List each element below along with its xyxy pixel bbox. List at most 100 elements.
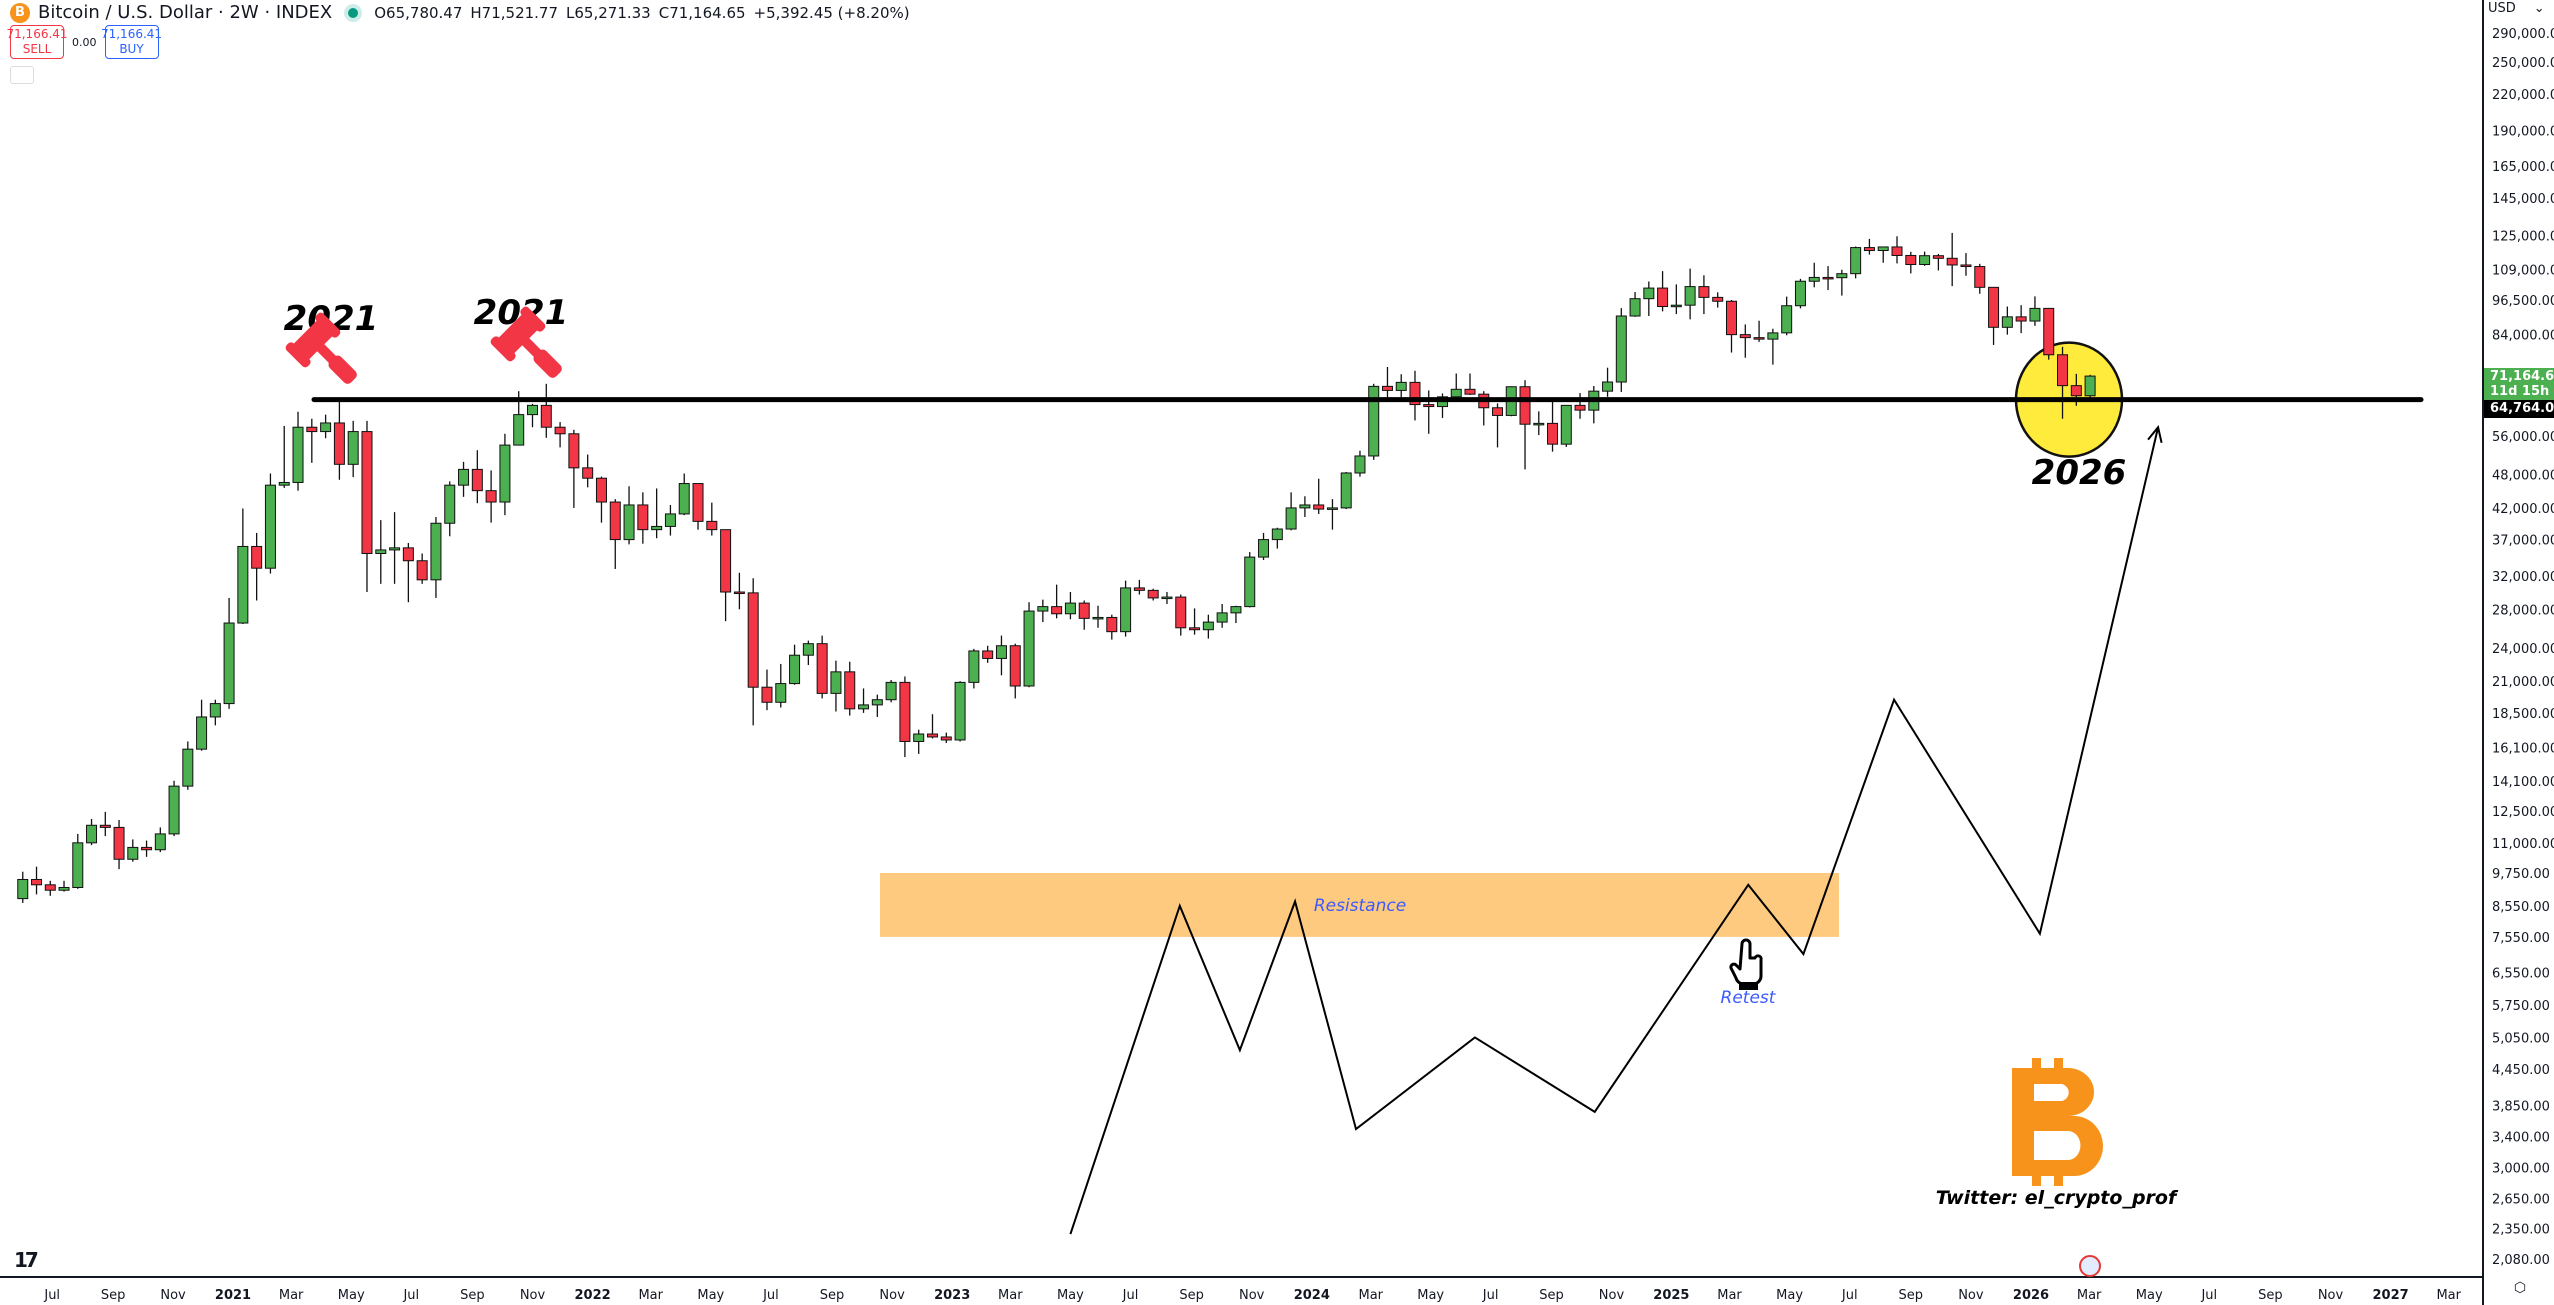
price-tick-label: 48,000.00 xyxy=(2492,469,2554,484)
candle-body-up xyxy=(651,525,663,531)
candle-body-up xyxy=(830,671,842,694)
candle-body-up xyxy=(1836,273,1848,279)
time-tick-label: Sep xyxy=(2258,1288,2283,1303)
candle-body-up xyxy=(1271,528,1283,541)
candle xyxy=(1670,284,1682,315)
candle-body-down xyxy=(2057,354,2069,387)
candle-body-down xyxy=(1078,602,1090,619)
spread-value: 0.00 xyxy=(72,35,97,49)
price-tick-label: 3,400.00 xyxy=(2492,1130,2550,1145)
candle xyxy=(1258,532,1270,561)
candle xyxy=(1794,278,1806,309)
candle-body-up xyxy=(1850,247,1862,275)
candle xyxy=(1725,299,1737,353)
candle xyxy=(1877,246,1889,263)
candle-body-up xyxy=(237,545,249,624)
candle-body-down xyxy=(733,591,745,595)
candle-body-down xyxy=(1739,334,1751,339)
candle-body-down xyxy=(844,671,856,710)
candle xyxy=(1147,588,1159,601)
tradingview-logo[interactable]: 17 xyxy=(14,1248,39,1272)
candle xyxy=(1712,292,1724,308)
candle xyxy=(1106,614,1118,640)
time-axis-labels: yJulSepNov2021MarMayJulSepNov2022MarMayJ… xyxy=(43,1288,2461,1303)
axis-settings-icon[interactable]: ⬡ xyxy=(2513,1280,2527,1296)
candle-body-up xyxy=(1808,276,1820,282)
projection-path[interactable] xyxy=(1069,426,2160,1235)
currency-dropdown[interactable]: USD ⌄ xyxy=(2488,1,2545,16)
time-tick-label: Mar xyxy=(638,1288,663,1303)
gavel-head-cap xyxy=(285,342,311,368)
price-tick-label: 220,000.00 xyxy=(2492,88,2554,103)
candle xyxy=(1519,380,1531,470)
time-tick-label: Nov xyxy=(160,1288,186,1303)
ohlc-change: +5,392.45 (+8.20%) xyxy=(753,3,910,22)
candle-body-down xyxy=(1960,264,1972,268)
candle-body-down xyxy=(940,736,952,741)
time-tick-label: Nov xyxy=(1239,1288,1265,1303)
candle xyxy=(789,644,801,685)
us-flag-event-icon[interactable] xyxy=(2079,1255,2101,1277)
candle-body-up xyxy=(2084,375,2096,397)
candle-body-down xyxy=(1381,385,1393,391)
candle xyxy=(554,422,566,448)
ohlc-open: O65,780.47 xyxy=(374,3,463,22)
candle-body-up xyxy=(1258,539,1270,558)
candle-body-down xyxy=(1574,404,1586,411)
candle xyxy=(844,661,856,716)
price-tick-label: 32,000.00 xyxy=(2492,570,2554,585)
candle xyxy=(402,542,414,603)
time-tick-label: Sep xyxy=(1179,1288,1204,1303)
time-tick-label: 2021 xyxy=(215,1288,251,1303)
price-tick-label: 2,350.00 xyxy=(2492,1223,2550,1238)
time-tick-label: Jul xyxy=(1841,1288,1858,1303)
candle-body-down xyxy=(706,520,718,531)
time-tick-label: Sep xyxy=(820,1288,845,1303)
market-status-dot xyxy=(348,7,359,18)
candle-body-down xyxy=(44,884,56,891)
time-tick-label: Jul xyxy=(43,1288,60,1303)
price-tick-label: 109,000.00 xyxy=(2492,264,2554,279)
candle xyxy=(1698,275,1710,315)
time-tick-label: Sep xyxy=(1899,1288,1924,1303)
price-tick-label: 250,000.00 xyxy=(2492,56,2554,71)
candle-body-down xyxy=(113,826,125,860)
price-tick-label: 16,100.00 xyxy=(2492,742,2554,757)
price-tick-label: 3,000.00 xyxy=(2492,1162,2550,1177)
candle xyxy=(733,572,745,610)
candle xyxy=(1436,393,1448,418)
sell-button[interactable]: 71,166.41 SELL xyxy=(6,25,68,59)
time-tick-label: Jul xyxy=(1122,1288,1139,1303)
candle-body-down xyxy=(2043,307,2055,356)
candle-body-up xyxy=(1340,472,1352,509)
candle-body-up xyxy=(1120,587,1132,633)
price-tick-label: 21,000.00 xyxy=(2492,675,2554,690)
candle-body-up xyxy=(1299,504,1311,509)
candle-body-up xyxy=(1533,422,1545,426)
candle-body-up xyxy=(513,414,525,446)
candle-body-down xyxy=(2015,316,2027,322)
collapse-legend-button[interactable] xyxy=(10,66,34,84)
candle xyxy=(1560,404,1572,447)
candle xyxy=(1615,308,1627,392)
price-tick-label: 2,650.00 xyxy=(2492,1193,2550,1208)
candle xyxy=(968,648,980,689)
time-tick-label: Jul xyxy=(1482,1288,1499,1303)
candle-body-up xyxy=(1395,381,1407,391)
candle-body-up xyxy=(1450,388,1462,398)
candle xyxy=(913,729,925,754)
time-tick-label: 2024 xyxy=(1294,1288,1330,1303)
buy-button[interactable]: 71,166.41 BUY xyxy=(101,25,162,59)
candle xyxy=(1739,324,1751,358)
candle xyxy=(1891,236,1903,264)
symbol-title[interactable]: Bitcoin / U.S. Dollar · 2W · INDEX xyxy=(38,2,333,23)
time-tick-label: Mar xyxy=(1358,1288,1383,1303)
candle xyxy=(1299,496,1311,518)
candle xyxy=(444,481,456,537)
candle-body-up xyxy=(168,785,180,835)
candle xyxy=(2084,374,2096,398)
price-tick-label: 190,000.00 xyxy=(2492,125,2554,140)
resistance-zone[interactable] xyxy=(880,872,1839,937)
price-tick-label: 3,850.00 xyxy=(2492,1099,2550,1114)
